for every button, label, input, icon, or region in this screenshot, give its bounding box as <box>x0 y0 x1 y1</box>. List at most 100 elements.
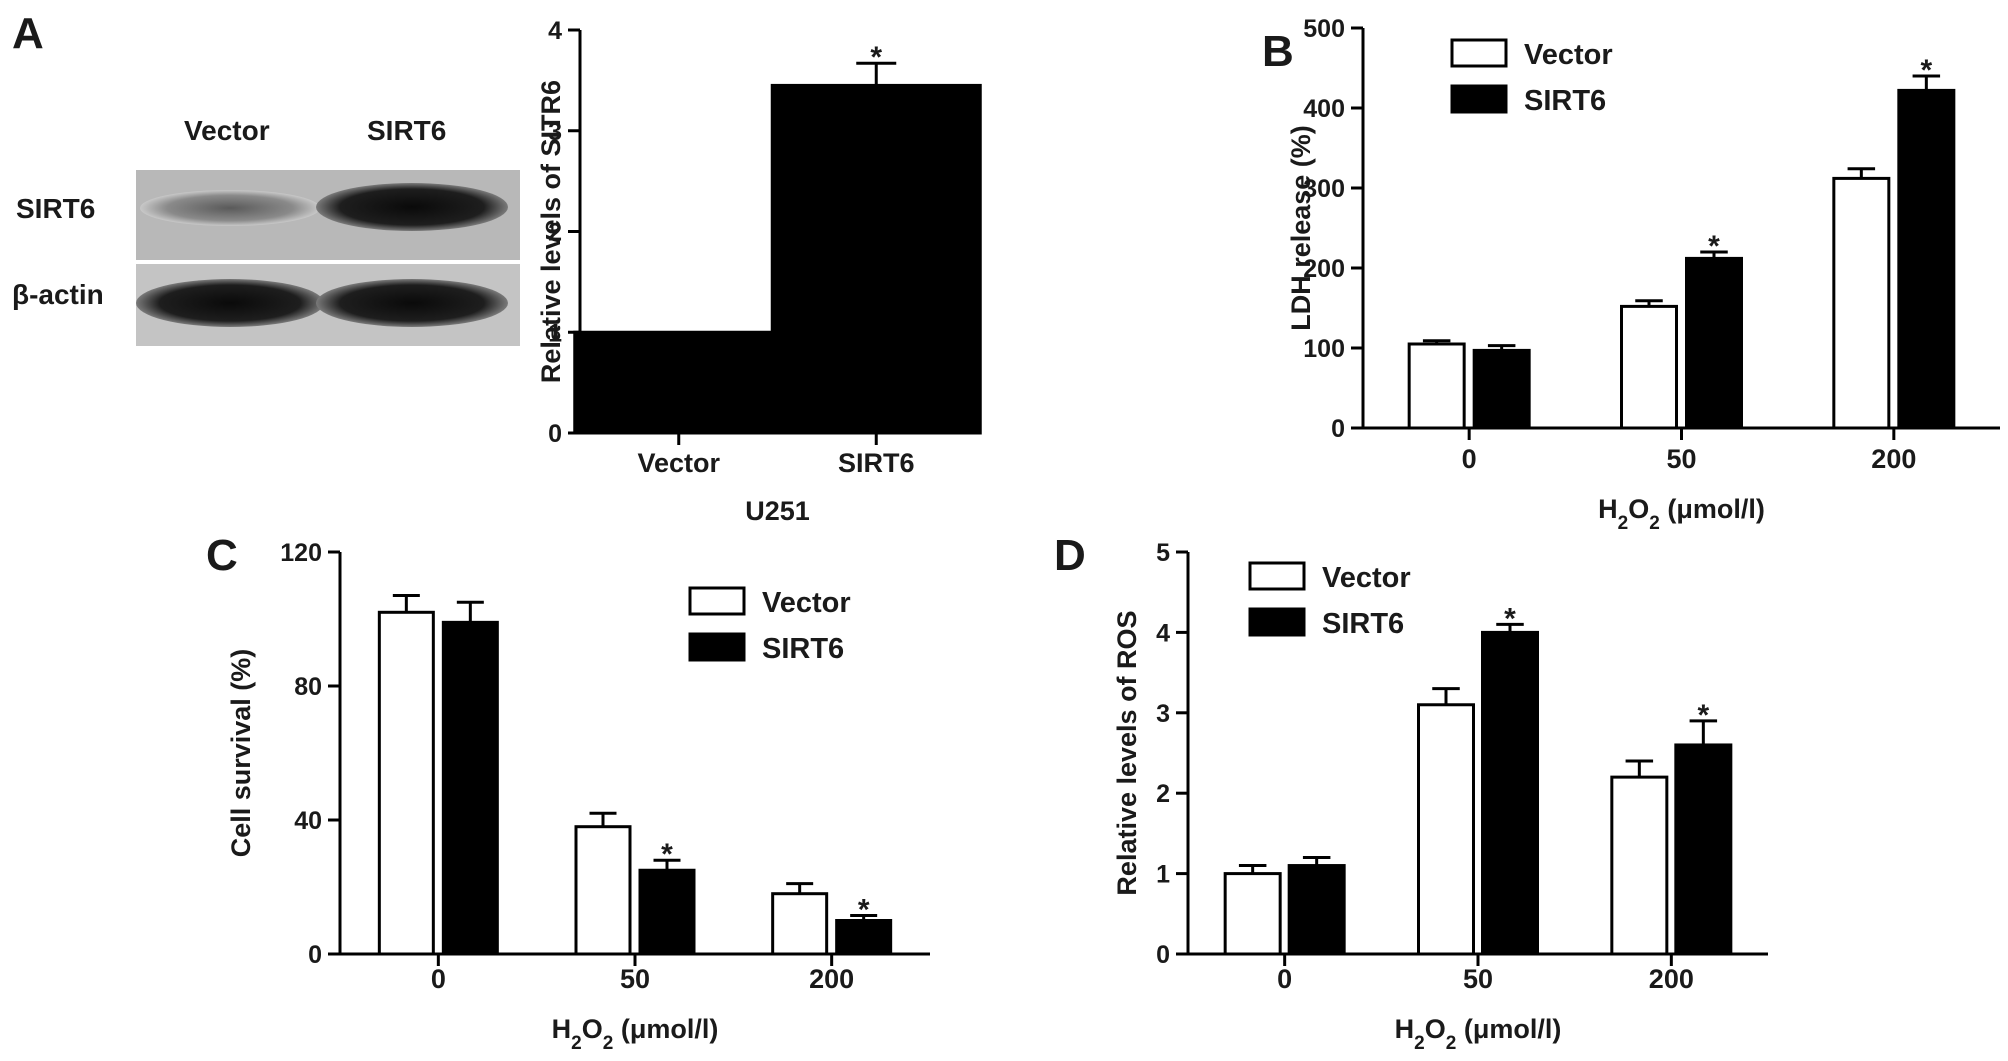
y-axis-title: Relative levels of ROS <box>1112 610 1142 895</box>
x-tick-label: 0 <box>431 964 446 994</box>
y-tick-label: 4 <box>548 17 562 45</box>
x-tick-label: 200 <box>1649 964 1694 994</box>
y-tick-label: 2 <box>548 219 562 247</box>
y-tick-label: 3 <box>548 118 562 146</box>
x-tick-label: 50 <box>1666 444 1696 474</box>
x-axis-title: H2O2 (μmol/l) <box>1598 494 1765 534</box>
x-tick-label: 0 <box>1277 964 1292 994</box>
legend-swatch-sirt6 <box>1450 84 1508 114</box>
chart-b-ldh-release: 0 100 200 300 400 500 LDH release (%) 0 * 50 * 200 H… <box>1286 15 2000 534</box>
x-axis-title: H2O2 (μmol/l) <box>552 1014 719 1054</box>
panel-letter-d: D <box>1054 531 1086 580</box>
bar-vector-200 <box>771 892 829 956</box>
significance-star: * <box>661 838 673 871</box>
bar-vector-200 <box>1832 176 1891 430</box>
legend-label-vector: Vector <box>762 587 851 619</box>
panel-letter-a: A <box>12 9 44 58</box>
bar-vector-0 <box>377 610 435 956</box>
x-axis-title: U251 <box>745 496 810 526</box>
y-tick-label: 2 <box>1156 780 1170 808</box>
y-tick-label: 120 <box>280 539 322 567</box>
bar-vector-50 <box>1417 703 1475 956</box>
blot-lane-label-vector: Vector <box>184 115 270 146</box>
bar-sirt6-0 <box>441 620 499 956</box>
legend: Vector SIRT6 <box>688 586 851 665</box>
x-tick-label: SIRT6 <box>838 448 915 478</box>
bar-vector <box>573 330 785 435</box>
bar-sirt6-50 <box>1685 256 1743 430</box>
legend: Vector SIRT6 <box>1450 38 1613 117</box>
y-axis-title: Relative levels of SITR6 <box>536 80 566 383</box>
legend-swatch-vector <box>1248 561 1306 591</box>
x-tick-label: Vector <box>637 448 720 478</box>
x-tick-label: 50 <box>620 964 650 994</box>
y-tick-label: 3 <box>1156 700 1170 728</box>
legend-label-vector: Vector <box>1322 562 1411 594</box>
y-tick-label: 5 <box>1156 539 1170 567</box>
significance-star: * <box>1708 230 1720 263</box>
chart-a-sirt6-levels: 0 1 2 3 4 Relative levels of SITR6 Vector * SIRT… <box>536 17 982 526</box>
significance-star: * <box>1697 699 1709 732</box>
y-axis-title: LDH release (%) <box>1286 125 1316 331</box>
blot-row-label-sirt6: SIRT6 <box>16 193 95 224</box>
legend-swatch-sirt6 <box>1248 607 1306 637</box>
y-tick-label: 4 <box>1156 619 1170 647</box>
y-tick-label: 80 <box>294 673 322 701</box>
blot-band-actin-vector <box>136 279 324 327</box>
y-tick-label: 0 <box>548 420 562 448</box>
bar-sirt6-50 <box>1481 630 1539 956</box>
legend: Vector SIRT6 <box>1248 561 1411 640</box>
y-axis-title: Cell survival (%) <box>226 649 256 858</box>
y-tick-label: 0 <box>1331 415 1345 443</box>
panel-letter-b: B <box>1262 27 1294 76</box>
bar-sirt6-0 <box>1472 348 1531 430</box>
y-tick-label: 100 <box>1303 335 1345 363</box>
x-tick-label: 200 <box>1871 444 1916 474</box>
significance-star: * <box>1504 602 1516 635</box>
x-axis-title: H2O2 (μmol/l) <box>1395 1014 1562 1054</box>
bar-sirt6-200 <box>1897 88 1956 430</box>
chart-c-cell-survival: 0 40 80 120 Cell survival (%) 0 * 50 * 200 H2O2 (μ… <box>226 539 930 1054</box>
bar-sirt6-200 <box>835 919 893 956</box>
y-tick-label: 400 <box>1303 95 1345 123</box>
bar-sirt6-200 <box>1674 743 1733 956</box>
blot-lane-label-sirt6: SIRT6 <box>367 115 446 146</box>
legend-swatch-sirt6 <box>688 632 746 662</box>
panel-letter-c: C <box>206 531 238 580</box>
legend-label-sirt6: SIRT6 <box>1524 85 1606 117</box>
y-tick-label: 300 <box>1303 175 1345 203</box>
y-tick-label: 500 <box>1303 15 1345 43</box>
x-tick-label: 50 <box>1463 964 1493 994</box>
y-tick-label: 200 <box>1303 255 1345 283</box>
significance-star: * <box>858 893 870 926</box>
bar-sirt6-50 <box>638 868 696 956</box>
x-tick-label: 200 <box>809 964 854 994</box>
chart-d-ros-levels: 0 1 2 3 4 5 Relative levels of ROS 0 * 50 * 200 H2O2… <box>1112 539 1768 1054</box>
bar-vector-50 <box>574 825 632 956</box>
legend-label-vector: Vector <box>1524 39 1613 71</box>
bar-vector-0 <box>1407 342 1466 430</box>
blot-row-label-beta-actin: β-actin <box>12 279 104 310</box>
significance-star: * <box>870 41 882 74</box>
legend-swatch-vector <box>688 586 746 616</box>
y-tick-label: 1 <box>548 319 562 347</box>
x-tick-label: 0 <box>1462 444 1477 474</box>
legend-label-sirt6: SIRT6 <box>762 633 844 665</box>
y-tick-label: 0 <box>1156 941 1170 969</box>
legend-swatch-vector <box>1450 38 1508 68</box>
bar-vector-200 <box>1610 775 1669 956</box>
y-tick-label: 0 <box>308 941 322 969</box>
bar-vector-0 <box>1223 872 1282 956</box>
legend-label-sirt6: SIRT6 <box>1322 608 1404 640</box>
bar-sirt6-0 <box>1287 864 1346 956</box>
y-tick-label: 40 <box>294 807 322 835</box>
bar-vector-50 <box>1620 304 1678 430</box>
blot-band-sirt6-vector <box>140 190 320 226</box>
bar-sirt6 <box>770 83 982 435</box>
western-blot: Vector SIRT6 SIRT6 β-actin <box>12 115 520 346</box>
y-tick-label: 1 <box>1156 861 1170 889</box>
blot-band-sirt6-sirt6 <box>316 183 508 231</box>
significance-star: * <box>1920 54 1932 87</box>
blot-band-actin-sirt6 <box>316 279 508 327</box>
